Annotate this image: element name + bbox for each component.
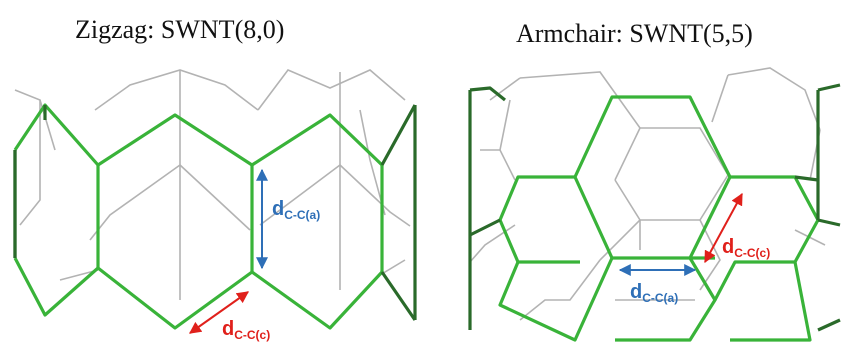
zigzag-panel: Zigzag: SWNT(8,0) xyxy=(13,15,417,342)
zigzag-axial-bond-label: dC-C(a) xyxy=(272,198,320,222)
zigzag-back-lattice xyxy=(14,69,411,300)
armchair-panel: Armchair: SWNT(5,5) xyxy=(468,19,841,342)
armchair-axial-bond-annotation: dC-C(a) xyxy=(618,264,697,305)
armchair-circumferential-bond-label: dC-C(c) xyxy=(722,236,770,260)
armchair-axial-bond-label: dC-C(a) xyxy=(630,281,678,305)
zigzag-title: Zigzag: SWNT(8,0) xyxy=(75,15,284,44)
armchair-front-lattice xyxy=(468,83,841,342)
armchair-circumferential-bond-annotation: dC-C(c) xyxy=(704,192,770,264)
zigzag-front-lattice xyxy=(13,103,417,330)
armchair-title: Armchair: SWNT(5,5) xyxy=(516,19,753,48)
armchair-back-lattice xyxy=(469,67,826,321)
zigzag-axial-bond-annotation: dC-C(a) xyxy=(256,168,320,270)
zigzag-circumferential-bond-annotation: dC-C(c) xyxy=(189,291,270,342)
zigzag-circumferential-bond-label: dC-C(c) xyxy=(222,318,270,342)
